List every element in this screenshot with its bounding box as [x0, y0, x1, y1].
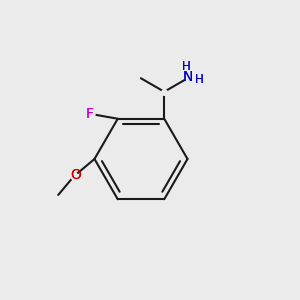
Text: F: F [86, 107, 94, 121]
Text: H: H [195, 73, 203, 86]
Text: O: O [70, 168, 81, 182]
Text: H: H [195, 73, 203, 86]
Text: N: N [182, 70, 193, 84]
Text: N: N [182, 70, 193, 84]
Text: F: F [86, 107, 94, 121]
Text: H: H [182, 60, 191, 73]
Text: H: H [182, 60, 191, 73]
Text: O: O [70, 168, 81, 182]
